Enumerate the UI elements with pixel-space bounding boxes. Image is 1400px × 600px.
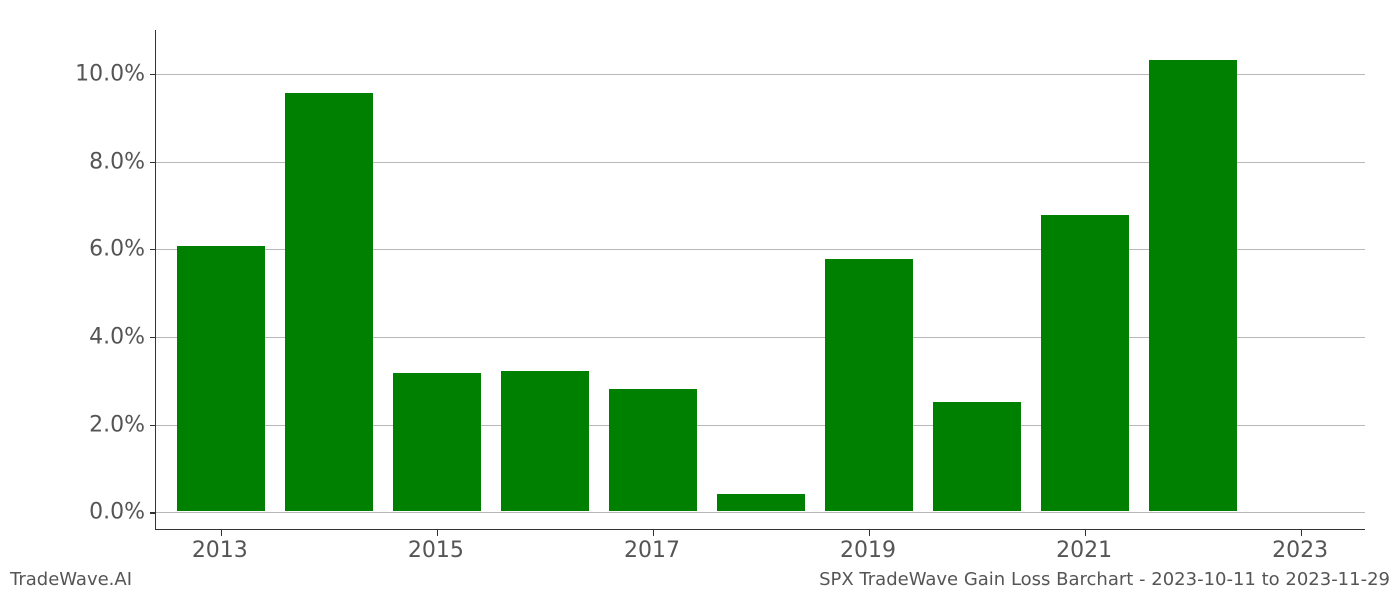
x-tick-mark [1301,530,1302,536]
y-tick-mark [150,74,156,75]
bar [177,246,266,511]
footer-caption: SPX TradeWave Gain Loss Barchart - 2023-… [819,569,1390,590]
bar [393,373,482,511]
x-tick-mark [1085,530,1086,536]
y-tick-mark [150,249,156,250]
x-tick-label: 2023 [1272,538,1328,563]
x-tick-label: 2021 [1056,538,1112,563]
bar [933,402,1022,512]
footer-branding: TradeWave.AI [10,569,132,590]
bar [609,389,698,512]
bar [501,371,590,511]
y-tick-label: 6.0% [89,237,145,262]
y-tick-label: 10.0% [75,61,145,86]
y-tick-label: 2.0% [89,412,145,437]
x-tick-mark [221,530,222,536]
x-tick-label: 2017 [624,538,680,563]
x-tick-mark [653,530,654,536]
x-tick-label: 2013 [192,538,248,563]
x-tick-mark [869,530,870,536]
y-gridline [156,512,1365,513]
y-tick-label: 8.0% [89,149,145,174]
bar [1149,60,1238,512]
bar [1041,215,1130,511]
bar [285,93,374,512]
chart-plot-area [155,30,1365,530]
y-tick-mark [150,337,156,338]
y-tick-mark [150,512,156,513]
y-tick-mark [150,425,156,426]
x-tick-label: 2019 [840,538,896,563]
x-tick-label: 2015 [408,538,464,563]
y-tick-mark [150,162,156,163]
y-tick-label: 0.0% [89,500,145,525]
bar [825,259,914,511]
y-tick-label: 4.0% [89,325,145,350]
bar [717,494,806,512]
x-tick-mark [437,530,438,536]
